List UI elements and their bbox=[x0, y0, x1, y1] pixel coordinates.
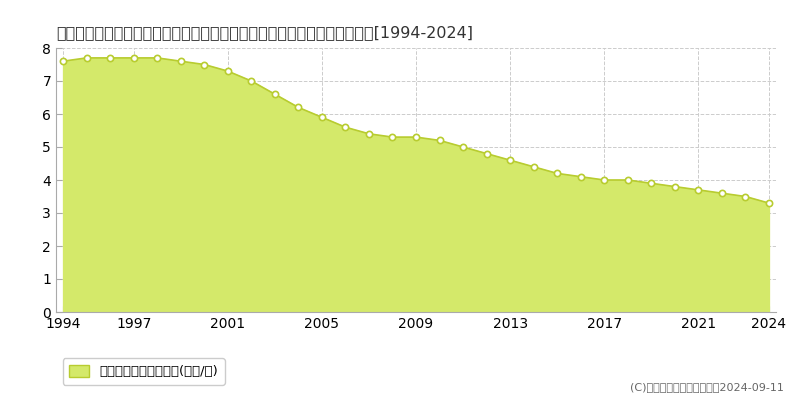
Text: (C)土地価格ドットコム　　2024-09-11: (C)土地価格ドットコム 2024-09-11 bbox=[630, 382, 784, 392]
Text: 長野県上水内郡信濃町大字古間字切通し９２５番２　地価公示　地価推移[1994-2024]: 長野県上水内郡信濃町大字古間字切通し９２５番２ 地価公示 地価推移[1994-2… bbox=[56, 25, 473, 40]
Legend: 地価公示　平均嵪単価(万円/嵪): 地価公示 平均嵪単価(万円/嵪) bbox=[62, 358, 225, 385]
